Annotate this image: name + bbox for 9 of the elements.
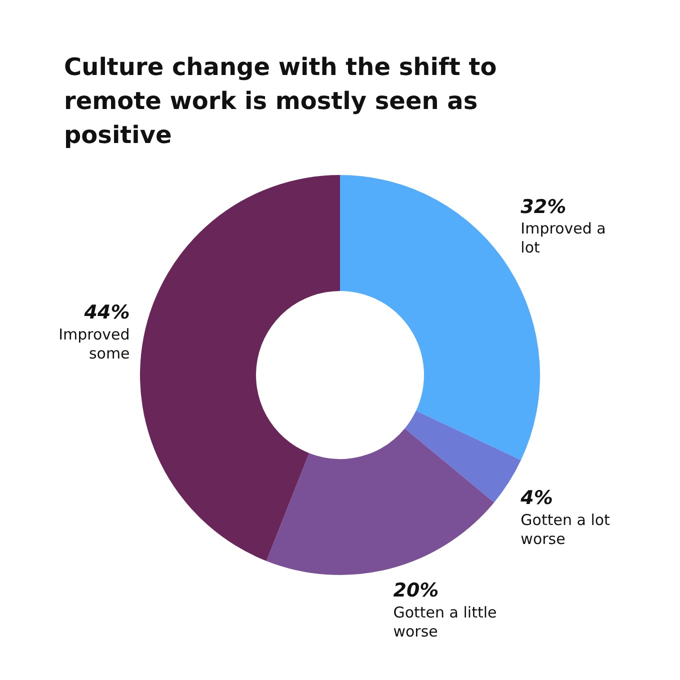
data-label: 44% <box>83 301 130 324</box>
slice-label: Improved a lot <box>520 220 606 257</box>
slice-label: Improved some <box>58 325 130 362</box>
slice-label: Gotten a little worse <box>393 604 497 641</box>
slice-label: Gotten a lot worse <box>520 511 610 548</box>
data-label: 20% <box>393 580 439 602</box>
chart-title: Culture change with the shift to remote work is mostly seen as positive <box>64 52 498 151</box>
data-label: 32% <box>520 196 566 218</box>
data-label: 4% <box>520 487 553 510</box>
